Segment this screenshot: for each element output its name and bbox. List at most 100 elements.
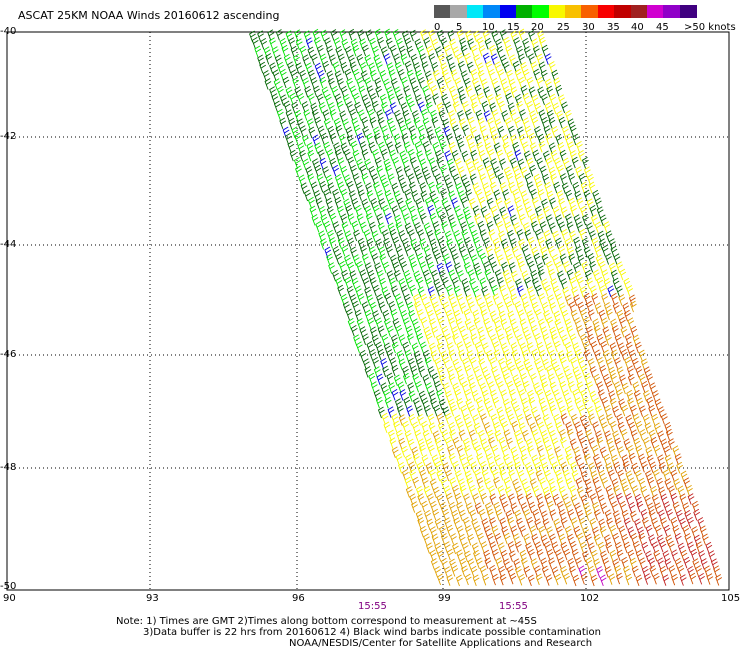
wind-barb [536, 493, 543, 505]
wind-barb [448, 85, 456, 98]
wind-barb [677, 565, 685, 577]
wind-barb [385, 212, 392, 225]
wind-barb [376, 213, 383, 225]
wind-barb [386, 325, 394, 338]
wind-barb [496, 254, 504, 266]
wind-barb [632, 334, 640, 347]
wind-barb [544, 389, 552, 402]
wind-barb [393, 190, 401, 202]
wind-barb [526, 76, 534, 89]
wind-barb [417, 45, 425, 57]
wind-barb [416, 276, 424, 289]
wind-barb [597, 389, 605, 401]
wind-barb [391, 389, 399, 401]
wind-barb [603, 221, 611, 233]
wind-barb [436, 469, 444, 482]
wind-barb [540, 534, 548, 547]
wind-barb [503, 372, 510, 385]
wind-barb [482, 157, 490, 169]
wind-barb [398, 45, 406, 58]
wind-barb [538, 525, 545, 538]
wind-barb [396, 197, 404, 210]
wind-barb [595, 405, 602, 418]
wind-barb [494, 85, 501, 98]
wind-barb [421, 166, 429, 179]
wind-barb [640, 485, 648, 498]
wind-barb [498, 414, 506, 427]
wind-barb [658, 461, 666, 474]
wind-barb [314, 62, 322, 75]
wind-barb [463, 308, 471, 321]
wind-barb [546, 109, 554, 122]
wind-barb [514, 172, 522, 185]
wind-barb [524, 276, 532, 289]
wind-barb [506, 461, 514, 473]
wind-barb [650, 485, 658, 498]
wind-barb [587, 542, 595, 554]
wind-barb [393, 133, 401, 146]
wind-barb [455, 574, 463, 587]
wind-barb [610, 292, 618, 305]
wind-barb [666, 509, 673, 521]
wind-barb [305, 37, 313, 49]
wind-barb [320, 29, 328, 42]
wind-barb [428, 181, 435, 194]
wind-barb [577, 404, 585, 417]
wind-barb [559, 149, 567, 162]
wind-barb [328, 262, 335, 274]
wind-barb [509, 238, 517, 250]
wind-barb [500, 318, 508, 330]
wind-barb [370, 381, 378, 393]
wind-barb [430, 165, 438, 178]
wind-barb [408, 309, 416, 322]
wind-barb [379, 93, 387, 106]
colorbar-swatch [515, 5, 533, 18]
wind-barb [521, 349, 529, 362]
wind-barb [579, 541, 587, 553]
wind-barb [455, 365, 463, 378]
wind-barb [477, 405, 484, 418]
wind-barb [347, 213, 355, 225]
wind-barb [516, 334, 523, 346]
wind-barb [440, 557, 448, 570]
wind-barb [376, 270, 384, 282]
wind-barb [622, 302, 630, 314]
wind-barb [647, 502, 654, 515]
wind-barb [352, 149, 360, 162]
wind-barb [535, 573, 543, 586]
wind-barb [473, 54, 481, 66]
wind-barb [398, 462, 405, 474]
wind-barb [399, 150, 407, 162]
wind-barb [337, 157, 345, 169]
wind-barb [446, 524, 454, 537]
latitude-label: -44 [0, 239, 17, 250]
wind-barb [536, 549, 544, 561]
wind-barb [465, 158, 472, 170]
wind-barb [335, 277, 343, 289]
wind-barb [354, 204, 362, 217]
wind-barb [489, 310, 497, 322]
wind-barb [680, 470, 688, 483]
wind-barb [540, 430, 548, 442]
wind-barb [431, 326, 439, 338]
wind-barb [582, 396, 590, 409]
wind-barb [427, 133, 435, 145]
wind-barb [435, 206, 443, 218]
wind-barb [276, 108, 284, 121]
wind-barb [437, 421, 445, 434]
wind-barb [552, 389, 560, 401]
wind-barb [461, 278, 469, 290]
wind-barb [582, 213, 589, 226]
wind-barb [362, 126, 369, 138]
wind-barb [287, 140, 295, 153]
wind-barb [502, 189, 510, 201]
wind-barb [421, 454, 429, 466]
wind-barb [494, 325, 502, 337]
wind-barb [458, 509, 466, 522]
wind-barb [548, 61, 556, 73]
wind-barb [408, 181, 416, 194]
wind-barb [347, 156, 355, 169]
wind-barb [481, 366, 489, 378]
wind-barb [596, 276, 604, 289]
wind-barb [463, 180, 471, 193]
